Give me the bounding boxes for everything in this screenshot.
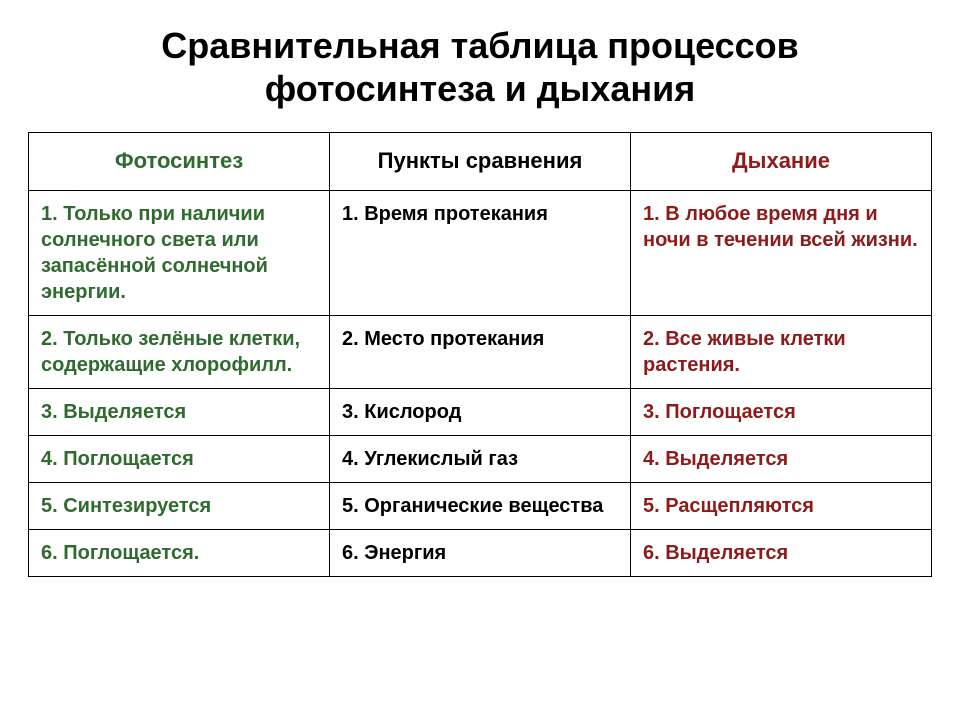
header-respiration: Дыхание: [631, 133, 932, 191]
comparison-table: Фотосинтез Пункты сравнения Дыхание 1. Т…: [28, 132, 932, 577]
table-row: 6. Поглощается. 6. Энергия 6. Выделяется: [29, 529, 932, 576]
header-photosynthesis: Фотосинтез: [29, 133, 330, 191]
cell-photosynthesis: 3. Выделяется: [29, 388, 330, 435]
cell-respiration: 1. В любое время дня и ночи в течении вс…: [631, 190, 932, 315]
cell-respiration: 3. Поглощается: [631, 388, 932, 435]
table-row: 4. Поглощается 4. Углекислый газ 4. Выде…: [29, 435, 932, 482]
cell-criteria: 5. Органические вещества: [330, 482, 631, 529]
table-row: 3. Выделяется 3. Кислород 3. Поглощается: [29, 388, 932, 435]
cell-photosynthesis: 4. Поглощается: [29, 435, 330, 482]
cell-photosynthesis: 6. Поглощается.: [29, 529, 330, 576]
cell-criteria: 1. Время протекания: [330, 190, 631, 315]
header-criteria: Пункты сравнения: [330, 133, 631, 191]
cell-criteria: 4. Углекислый газ: [330, 435, 631, 482]
page-title: Сравнительная таблица процессов фотосинт…: [28, 24, 932, 110]
table-body: 1. Только при наличии солнечного света и…: [29, 190, 932, 576]
cell-criteria: 2. Место протекания: [330, 315, 631, 388]
table-row: 5. Синтезируется 5. Органические веществ…: [29, 482, 932, 529]
cell-photosynthesis: 1. Только при наличии солнечного света и…: [29, 190, 330, 315]
cell-criteria: 6. Энергия: [330, 529, 631, 576]
cell-respiration: 2. Все живые клетки растения.: [631, 315, 932, 388]
table-header-row: Фотосинтез Пункты сравнения Дыхание: [29, 133, 932, 191]
cell-criteria: 3. Кислород: [330, 388, 631, 435]
cell-photosynthesis: 5. Синтезируется: [29, 482, 330, 529]
cell-photosynthesis: 2. Только зелёные клетки, содержащие хло…: [29, 315, 330, 388]
table-row: 1. Только при наличии солнечного света и…: [29, 190, 932, 315]
cell-respiration: 5. Расщепляются: [631, 482, 932, 529]
cell-respiration: 6. Выделяется: [631, 529, 932, 576]
cell-respiration: 4. Выделяется: [631, 435, 932, 482]
table-row: 2. Только зелёные клетки, содержащие хло…: [29, 315, 932, 388]
